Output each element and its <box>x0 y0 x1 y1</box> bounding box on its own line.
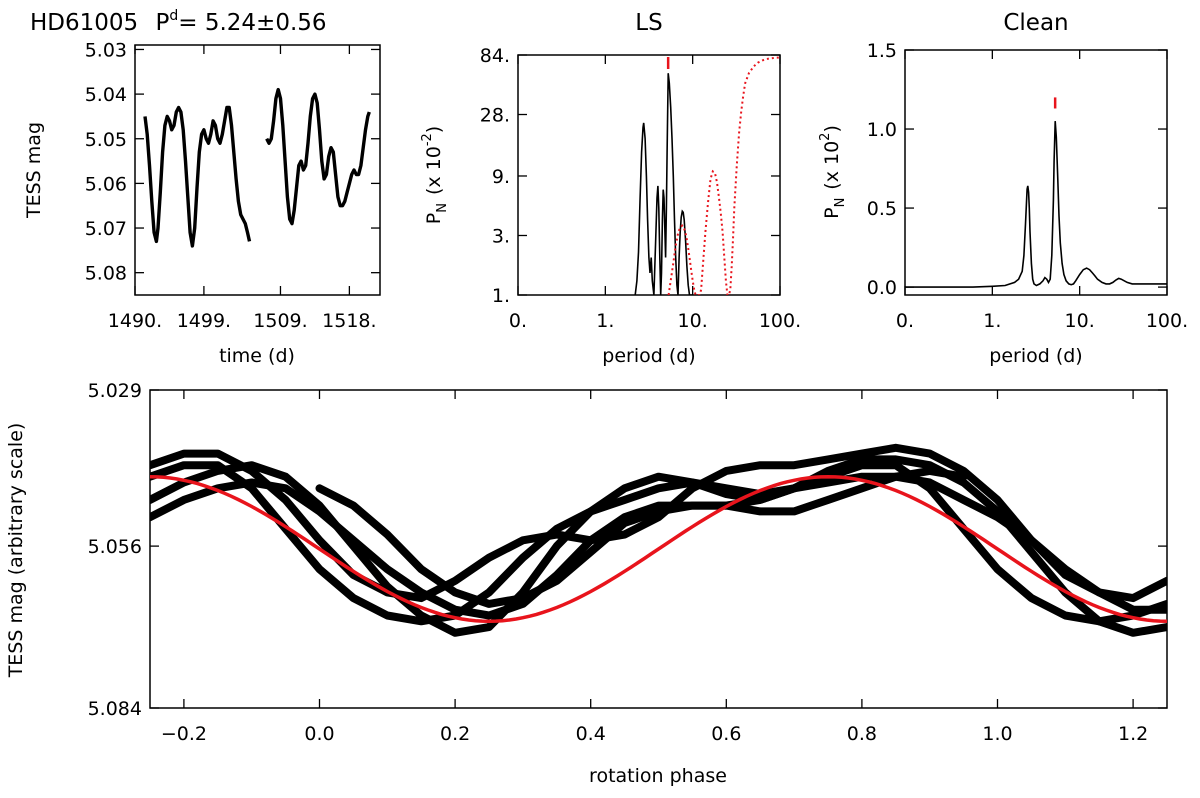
lightcurve-frame <box>134 44 381 296</box>
clean-data <box>905 121 1167 288</box>
lightcurve-ytick-label: 5.04 <box>85 84 127 106</box>
ls-ticks: 0. 1. 10. 100. 1. 3. 9. 28. 84. <box>480 45 801 332</box>
phased-panel: −0.2 0.0 0.2 0.4 0.6 0.8 1.0 1.2 5.029 5.056 5.084… <box>5 380 1168 787</box>
ls-periodogram <box>634 73 693 295</box>
lightcurve-ticks: 1490. 1499. 1509. 1518. 5.03 5.04 5.05 5.06 5.07… <box>85 39 380 332</box>
phased-xtick-label: 0.4 <box>576 723 606 745</box>
clean-ylabel: PN(x 102) <box>818 125 848 219</box>
phased-data <box>150 443 1167 637</box>
ls-ytick-label: 3. <box>492 225 510 247</box>
lightcurve-ytick-label: 5.08 <box>85 263 127 285</box>
lightcurve-xlabel: time (d) <box>219 345 295 367</box>
ls-ytick-label: 84. <box>480 45 510 67</box>
lightcurve-ytick-label: 5.07 <box>85 218 127 240</box>
phased-cycle-1 <box>150 443 1167 603</box>
ls-data <box>634 56 780 295</box>
lightcurve-ytick-label: 5.03 <box>85 39 127 61</box>
clean-xtick-label: 10. <box>1065 310 1095 332</box>
ls-ytick-label: 9. <box>492 166 510 188</box>
ls-ytick-label: 28. <box>480 105 510 127</box>
star-name: HD61005 <box>30 10 138 36</box>
ls-ytick-label: 1. <box>492 285 510 307</box>
ls-window-function <box>667 56 780 295</box>
clean-xtick-label: 0. <box>896 310 914 332</box>
clean-xtick-label: 100. <box>1146 310 1188 332</box>
phased-xtick-label: 1.2 <box>1118 723 1148 745</box>
ls-xtick-label: 100. <box>759 310 801 332</box>
lightcurve-panel: 1490. 1499. 1509. 1518. 5.03 5.04 5.05 5.06 5.07… <box>23 39 381 367</box>
ls-xtick-label: 0. <box>509 310 527 332</box>
phased-ytick-label: 5.029 <box>88 380 142 402</box>
clean-periodogram <box>905 121 1167 288</box>
phased-ytick-label: 5.084 <box>88 698 142 720</box>
ls-panel: 0. 1. 10. 100. 1. 3. 9. 28. 84. period (d) PN(x … <box>420 45 801 367</box>
lightcurve-xtick-label: 1490. <box>108 310 162 332</box>
clean-ytick-label: 1.5 <box>867 40 897 62</box>
clean-ytick-label: 0.0 <box>867 277 897 299</box>
phased-cycle-5 <box>315 466 968 608</box>
phased-xtick-label: 0.6 <box>711 723 741 745</box>
ls-ylabel: PN(x 10-2) <box>420 126 450 224</box>
period-superscript: d <box>169 8 178 24</box>
lightcurve-ytick-label: 5.06 <box>85 173 127 195</box>
period-symbol: P <box>155 10 169 36</box>
phased-xtick-label: 1.0 <box>982 723 1012 745</box>
clean-ytick-label: 1.0 <box>867 119 897 141</box>
lightcurve-ylabel: TESS mag <box>23 122 45 219</box>
clean-ytick-label: 0.5 <box>867 198 897 220</box>
ls-xlabel: period (d) <box>602 345 695 367</box>
phased-xtick-label: −0.2 <box>161 723 207 745</box>
phased-cycle-3 <box>150 455 1167 637</box>
lightcurve-xtick-label: 1518. <box>322 310 376 332</box>
clean-panel-title: Clean <box>1003 10 1068 36</box>
phased-ticks: −0.2 0.0 0.2 0.4 0.6 0.8 1.0 1.2 5.029 5.056 5.084 <box>88 380 1167 745</box>
lightcurve-segment-2 <box>265 87 371 226</box>
clean-frame <box>904 49 1168 296</box>
lightcurve-data <box>143 87 371 248</box>
lightcurve-xtick-label: 1499. <box>177 310 231 332</box>
clean-ticks: 0. 1. 10. 100. 0.0 0.5 1.0 1.5 <box>867 40 1188 332</box>
phased-cycle-4 <box>150 472 1167 620</box>
ls-xtick-label: 10. <box>678 310 708 332</box>
ls-xtick-label: 1. <box>596 310 614 332</box>
phased-xtick-label: 0.8 <box>847 723 877 745</box>
clean-panel: 0. 1. 10. 100. 0.0 0.5 1.0 1.5 period (d) PN(x … <box>818 40 1188 367</box>
clean-xtick-label: 1. <box>983 310 1001 332</box>
figure-title: HD61005 Pd= 5.24±0.56 <box>30 8 327 36</box>
phased-ytick-label: 5.056 <box>88 536 142 558</box>
phased-xtick-label: 0.2 <box>440 723 470 745</box>
lightcurve-xtick-label: 1509. <box>253 310 307 332</box>
phased-xlabel: rotation phase <box>589 765 727 787</box>
clean-xlabel: period (d) <box>989 345 1082 367</box>
phased-cycle-2 <box>150 461 1167 626</box>
lightcurve-segment-1 <box>143 105 252 248</box>
ls-frame <box>517 54 781 296</box>
phased-ylabel: TESS mag (arbitrary scale) <box>5 423 27 679</box>
phased-sine-fit <box>150 474 1167 624</box>
phased-frame <box>149 389 1168 709</box>
ls-panel-title: LS <box>635 10 662 36</box>
period-value: = 5.24±0.56 <box>178 10 326 36</box>
phased-model <box>150 474 1167 624</box>
lightcurve-ytick-label: 5.05 <box>85 129 127 151</box>
phased-xtick-label: 0.0 <box>304 723 334 745</box>
